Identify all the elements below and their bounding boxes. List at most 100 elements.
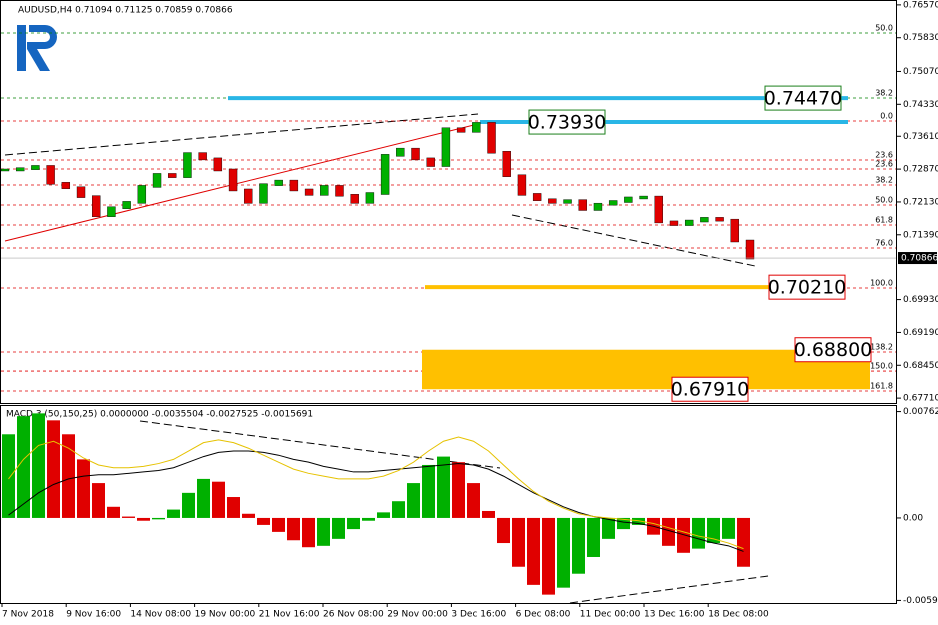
candle: [244, 188, 253, 204]
level-box: [764, 85, 842, 111]
y-tick-label: 0.75070: [903, 67, 938, 77]
macd-bar: [512, 517, 525, 567]
candle: [31, 165, 40, 170]
x-tick-label: 18 Dec 08:00: [708, 610, 769, 620]
candle: [441, 127, 451, 167]
macd-tick-label: -0.005915: [903, 596, 938, 606]
macd-bar: [677, 517, 690, 553]
candle: [137, 185, 147, 204]
x-tick-label: 14 Nov 08:00: [130, 610, 191, 620]
candle: [259, 183, 268, 204]
candle: [608, 200, 618, 206]
candle: [532, 193, 542, 201]
macd-tick-label: 0.00: [903, 513, 923, 523]
fib-label: 61.8: [875, 216, 893, 225]
fib-label: 0.0: [880, 111, 893, 120]
level-box: [671, 376, 749, 402]
macd-bar: [617, 517, 630, 530]
candle: [320, 185, 329, 196]
candle: [578, 199, 587, 211]
macd-bar: [287, 517, 300, 541]
candle: [487, 122, 496, 154]
candle: [213, 157, 223, 172]
macd-bar: [467, 483, 480, 518]
macd-bar: [482, 510, 495, 518]
candle: [289, 179, 299, 192]
y-tick-label: 0.67710: [903, 394, 938, 404]
macd-bar: [17, 416, 30, 518]
candle: [168, 173, 177, 178]
chart-title: AUDUSD,H4 0.71094 0.71125 0.70859 0.7086…: [18, 6, 233, 16]
x-tick-label: 6 Dec 08:00: [516, 610, 571, 620]
candle: [107, 206, 116, 217]
macd-bar: [92, 483, 105, 518]
fib-label: 161.8: [870, 382, 893, 391]
candle: [198, 152, 207, 161]
candle: [380, 154, 390, 195]
level-label: 0.67910: [671, 379, 750, 401]
x-tick-label: 19 Nov 00:00: [195, 610, 256, 620]
fib-label: 38.2: [875, 88, 893, 97]
macd-bar: [122, 516, 135, 518]
candle: [350, 194, 359, 204]
candle: [0, 168, 10, 172]
y-tick-label: 0.75830: [903, 33, 938, 43]
fib-label: 138.2: [870, 343, 893, 352]
macd-bar: [632, 517, 645, 525]
macd-bar: [2, 434, 15, 518]
candle: [502, 151, 511, 177]
macd-bar: [392, 501, 405, 518]
candle: [396, 147, 405, 157]
y-tick-label: 0.72130: [903, 197, 938, 207]
macd-bar: [572, 517, 585, 574]
y-tick-label: 0.68450: [903, 361, 938, 371]
level-label: 0.73930: [528, 112, 607, 134]
candle: [593, 202, 603, 211]
macd-line: [8, 436, 744, 550]
candle: [16, 167, 25, 172]
macd-bar: [152, 517, 165, 520]
candle: [411, 147, 420, 161]
macd-bar: [497, 517, 510, 544]
candle: [700, 217, 709, 223]
macd-line: [8, 450, 744, 552]
macd-bar: [542, 517, 555, 595]
candle: [92, 195, 101, 217]
logo: [17, 25, 57, 71]
macd-title: MACD 3 (50,150,25) 0.0000000 -0.0035504 …: [6, 410, 313, 420]
macd-bar: [407, 483, 420, 518]
macd-bar: [212, 481, 225, 518]
macd-bar: [137, 517, 150, 521]
candle: [472, 122, 481, 133]
level-box: [768, 274, 846, 300]
macd-tick-label: 0.007628: [903, 407, 938, 417]
candle: [654, 195, 663, 224]
candle: [426, 157, 435, 167]
macd-bar: [47, 420, 60, 518]
x-tick-label: 7 Nov 2018: [2, 610, 54, 620]
macd-bar: [347, 517, 360, 530]
candle: [365, 192, 375, 204]
x-tick-label: 3 Dec 16:00: [451, 610, 506, 620]
candle: [228, 168, 238, 192]
macd-bar: [707, 517, 720, 544]
level-label: 0.74470: [764, 88, 843, 110]
macd-bar: [227, 497, 240, 518]
candle: [76, 186, 86, 198]
candle: [122, 201, 131, 209]
candle: [46, 165, 55, 185]
candle: [274, 179, 283, 186]
candle: [335, 185, 344, 197]
macd-bar: [182, 492, 195, 518]
macd-bar: [317, 517, 330, 546]
macd-bar: [332, 517, 345, 539]
y-tick-label: 0.69190: [903, 328, 938, 338]
candle: [669, 220, 679, 226]
x-tick-label: 26 Nov 08:00: [323, 610, 384, 620]
macd-bar: [737, 517, 750, 567]
main-panel: [0, 0, 897, 404]
fib-label: 150.0: [870, 362, 893, 371]
macd-bar: [587, 517, 600, 557]
candle: [715, 217, 724, 222]
